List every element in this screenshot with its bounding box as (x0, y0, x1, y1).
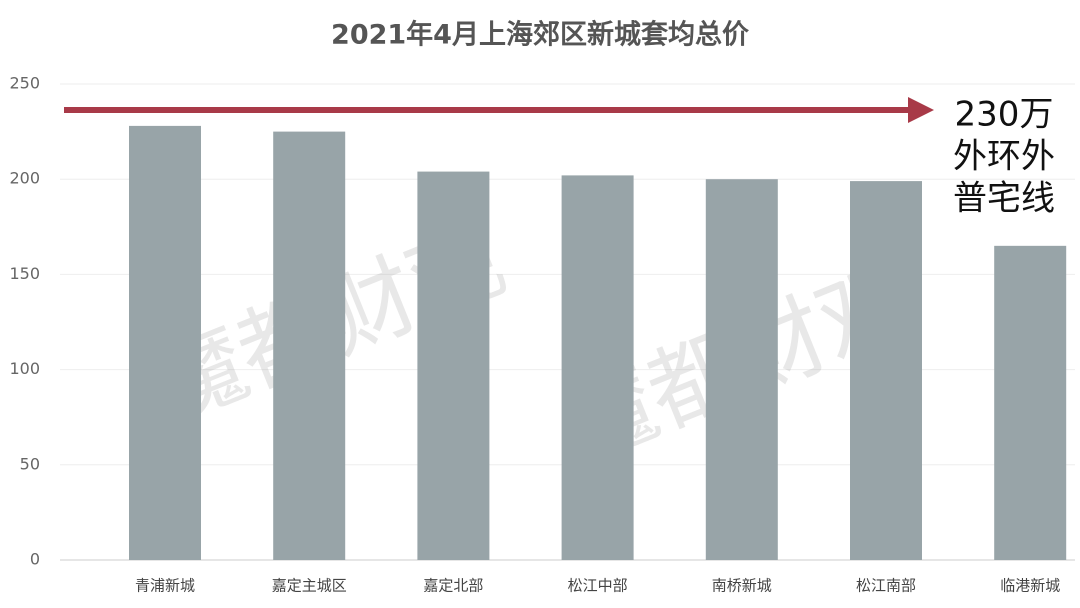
annotation-text: 外环外 (953, 137, 1055, 177)
annotation-arrowhead (908, 97, 934, 123)
x-tick-label: 嘉定主城区 (272, 577, 347, 595)
annotation-text: 230万 (955, 95, 1054, 135)
x-tick-label: 松江南部 (856, 577, 916, 595)
bar (850, 181, 922, 560)
y-tick-label: 150 (9, 264, 40, 283)
bar (129, 125, 201, 560)
chart-title: 2021年4月上海郊区新城套均总价 (331, 19, 750, 51)
y-tick-label: 100 (9, 359, 40, 378)
x-tick-label: 松江中部 (568, 577, 628, 595)
bar (273, 131, 346, 560)
y-tick-label: 250 (9, 74, 40, 93)
annotation-text: 普宅线 (953, 179, 1055, 219)
y-tick-label: 0 (30, 550, 40, 569)
x-tick-label: 嘉定北部 (423, 577, 483, 595)
bar (417, 171, 490, 561)
y-tick-label: 50 (20, 454, 40, 473)
y-tick-label: 200 (9, 169, 40, 188)
x-tick-label: 青浦新城 (135, 577, 195, 595)
x-tick-label: 临港新城 (1000, 577, 1060, 595)
bar (561, 175, 634, 560)
bar (994, 245, 1067, 560)
x-tick-label: 南桥新城 (712, 577, 772, 595)
bar (705, 179, 778, 560)
